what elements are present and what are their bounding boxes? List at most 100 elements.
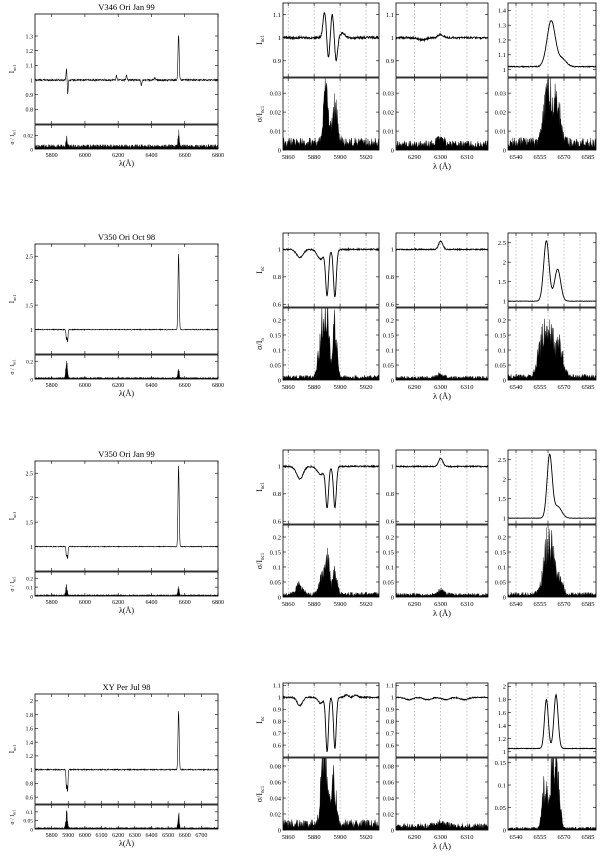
overview-spectrum-line (35, 35, 218, 95)
zoom-spectrum-line (283, 693, 379, 753)
x-tick-label: 6400 (145, 600, 157, 606)
zoom-sigma-area (283, 758, 379, 830)
panel-frame (282, 682, 380, 758)
y-tick-label: 1 (30, 328, 33, 334)
sigma-axis-label: σ / Inc1 (10, 359, 17, 374)
x-tick-label: 5800 (46, 600, 58, 606)
x-tick-label: 6000 (79, 833, 91, 839)
y-axis-label: Inc1 (8, 512, 17, 521)
panel-frame (282, 449, 380, 525)
x-tick-label: 6540 (510, 384, 523, 391)
x-tick-label: 6570 (558, 384, 571, 391)
x-tick-label: 6600 (179, 153, 191, 159)
y-tick-label: 1 (503, 515, 506, 522)
x-tick-label: 5860 (282, 154, 295, 161)
panel-frame (282, 2, 380, 78)
x-tick-label: 6500 (162, 833, 174, 839)
y-tick-label: 0.8 (26, 782, 34, 788)
overview-sigma-area (35, 584, 218, 596)
y-tick-label: 1.8 (498, 697, 506, 704)
x-tick-label: 6800 (212, 600, 224, 606)
x-axis-label: λ (Å) (433, 608, 451, 618)
zoom-sigma-axis-label: σ/Inc1 (255, 105, 266, 122)
object-title: XY Per Jul 98 (102, 682, 150, 692)
x-tick-label: 5920 (360, 834, 373, 841)
y-tick-label: 0.08 (383, 763, 394, 770)
x-tick-label: 6700 (195, 833, 207, 839)
y-tick-label: 0.15 (383, 332, 394, 339)
x-tick-label: 6555 (534, 154, 547, 161)
y-tick-label: 1.5 (26, 520, 34, 526)
y-tick-label: 0.1 (273, 564, 281, 571)
x-tick-label: 5920 (360, 154, 373, 161)
x-tick-label: 5900 (62, 833, 74, 839)
x-tick-label: 6300 (129, 833, 141, 839)
y-tick-label: 0.02 (383, 109, 394, 116)
y-tick-label: 1.1 (498, 52, 506, 59)
y-tick-label: 0 (503, 594, 506, 601)
overview-spectrum-line (35, 711, 218, 792)
zoom-sigma-panel-2: 0 0.01 0.02 0.03 (383, 77, 489, 154)
y-tick-label: 0.15 (495, 760, 506, 767)
y-tick-label: 1 (503, 67, 506, 74)
y-tick-label: 0 (30, 827, 33, 833)
x-tick-label: 6310 (460, 834, 473, 841)
x-tick-label: 6570 (558, 154, 571, 161)
panel-frame (395, 682, 489, 758)
y-tick-label: 1 (278, 464, 281, 471)
x-tick-label: 5900 (334, 384, 347, 391)
x-tick-label: 6600 (179, 833, 191, 839)
y-tick-label: 1.6 (498, 710, 507, 717)
y-tick-label: 1 (30, 78, 33, 84)
object-title: V350 Ori Jan 99 (98, 449, 154, 459)
x-axis-label: λ(Å) (119, 606, 134, 615)
y-tick-label: 0 (30, 147, 33, 153)
x-tick-label: 6540 (510, 154, 523, 161)
x-tick-label: 6300 (434, 601, 447, 608)
y-tick-label: 0 (30, 377, 33, 383)
y-tick-label: 0.2 (273, 534, 281, 541)
zoom-sigma-panel-2: 0 0.02 0.04 0.06 0.08 (383, 757, 489, 834)
y-tick-label: 1.2 (26, 49, 34, 55)
y-tick-label: 1 (278, 247, 281, 254)
y-tick-label: 2.5 (26, 472, 34, 478)
y-tick-label: 1 (278, 35, 281, 42)
y-tick-label: 0.02 (270, 811, 281, 818)
overview-spectrum-panel: 0.6 0.8 1 1.2 1.4 1.6 1.8 2 (26, 693, 219, 805)
x-tick-label: 6200 (112, 833, 124, 839)
y-tick-label: 0.05 (270, 362, 281, 369)
x-tick-label: 6400 (145, 833, 157, 839)
y-tick-label: 0.6 (273, 302, 282, 309)
y-tick-label: 0.05 (23, 819, 33, 825)
y-tick-label: 1 (30, 768, 33, 774)
zoom-spectrum-line (396, 240, 488, 252)
y-tick-label: 0 (278, 147, 281, 154)
y-tick-label: 0.8 (273, 274, 281, 281)
y-tick-label: 0.04 (270, 795, 282, 802)
y-tick-label: 0.03 (495, 90, 506, 97)
y-tick-label: 0.1 (386, 564, 394, 571)
y-tick-label: 2 (30, 279, 33, 285)
zoom-sigma-panel-2: 0 0.05 0.1 0.15 0.2 (383, 307, 489, 384)
overview-spectrum-panel: 0.8 0.9 1 1.1 1.2 1.3 (26, 13, 219, 125)
x-tick-label: 6290 (408, 384, 421, 391)
object-title: V346 Ori Jan 99 (98, 2, 154, 12)
zoom-spectrum-line (283, 12, 379, 62)
panel-frame (34, 571, 219, 597)
overview-sigma-panel: 0 0.05 0.1 (23, 804, 219, 833)
y-tick-label: 2.5 (498, 457, 506, 464)
y-tick-label: 0.1 (498, 564, 506, 571)
panel-frame (507, 232, 597, 308)
panel-frame (282, 232, 380, 308)
zoom-sigma-area (508, 78, 596, 150)
zoom-sigma-area (508, 318, 596, 380)
y-tick-label: 0 (278, 594, 281, 601)
y-tick-label: 0.9 (273, 707, 281, 714)
x-tick-label: 5860 (282, 384, 295, 391)
x-axis-label: λ (Å) (433, 841, 451, 851)
y-tick-label: 0 (30, 594, 33, 600)
y-tick-label: 0.01 (495, 128, 506, 135)
x-tick-label: 6300 (434, 384, 447, 391)
panel-frame (34, 804, 219, 830)
x-tick-label: 6300 (434, 834, 447, 841)
